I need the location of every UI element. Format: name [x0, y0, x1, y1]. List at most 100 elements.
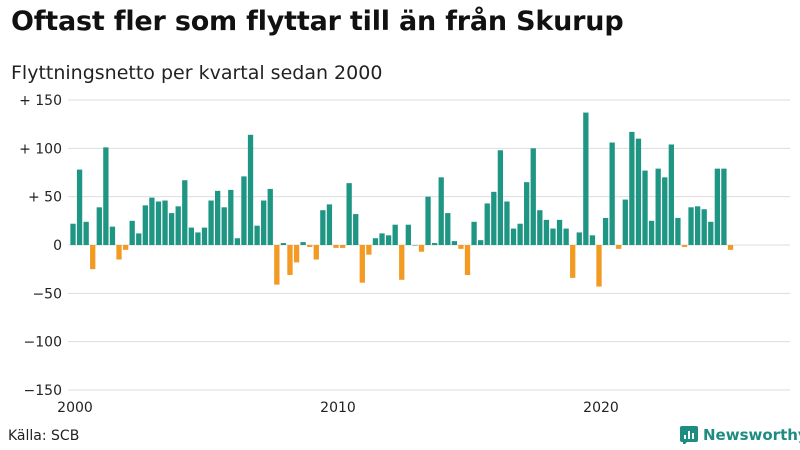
- bar-2005-q4: [221, 207, 227, 245]
- bar-2000-q2: [76, 169, 83, 245]
- bar-2020-q1: [596, 245, 602, 287]
- bar-2020-q4: [616, 245, 622, 249]
- bar-2004-q1: [175, 206, 181, 245]
- x-tick-label: 2010: [320, 400, 356, 416]
- bar-2017-q2: [524, 182, 530, 245]
- y-axis-labels: + 150 + 100 + 50 0 −50 −100 −150: [19, 93, 62, 399]
- bar-2008-q4: [300, 242, 306, 245]
- bar-2021-q2: [629, 131, 635, 245]
- bar-2023-q2: [681, 245, 688, 247]
- bar-2015-q3: [478, 240, 484, 245]
- bar-2018-q1: [543, 219, 550, 245]
- bar-2020-q3: [609, 142, 615, 245]
- bar-2014-q4: [458, 245, 464, 249]
- y-tick-label: + 150: [19, 93, 62, 109]
- bar-2017-q1: [517, 223, 523, 245]
- bar-2024-q2: [708, 221, 714, 245]
- bar-2019-q1: [570, 245, 576, 278]
- bar-2021-q3: [635, 138, 642, 245]
- bar-2005-q2: [208, 200, 214, 245]
- bar-2022-q1: [648, 220, 655, 245]
- bar-2003-q2: [155, 201, 162, 245]
- bar-2023-q3: [688, 207, 694, 245]
- bar-2006-q2: [234, 238, 241, 245]
- bar-chart: + 150 + 100 + 50 0 −50 −100 −150 2000 2010 2020: [19, 93, 790, 416]
- brand-name: Newsworthy: [703, 426, 800, 444]
- bar-2024-q4: [721, 168, 727, 245]
- bar-2013-q3: [425, 196, 431, 245]
- bar-2000-q1: [70, 223, 76, 245]
- chart-subtitle: Flyttningsnetto per kvartal sedan 2000: [11, 62, 383, 84]
- bar-2022-q4: [668, 144, 674, 245]
- bar-2010-q1: [333, 245, 339, 248]
- bar-2012-q4: [405, 224, 411, 245]
- bar-2011-q2: [366, 245, 372, 255]
- bar-2014-q2: [445, 213, 451, 245]
- source-note: Källa: SCB: [8, 428, 80, 444]
- bar-2012-q2: [392, 224, 398, 245]
- newsworthy-icon: [680, 426, 698, 444]
- chart-title: Oftast fler som flyttar till än från Sku…: [11, 6, 624, 37]
- bar-2013-q2: [418, 245, 425, 252]
- bar-2002-q3: [136, 233, 142, 245]
- bar-2015-q1: [464, 245, 471, 275]
- bar-2014-q3: [451, 241, 457, 245]
- bars: [70, 112, 734, 287]
- bar-2023-q4: [694, 206, 701, 245]
- bar-2024-q1: [701, 209, 707, 245]
- bar-2022-q2: [655, 168, 661, 245]
- bar-2019-q4: [589, 235, 596, 245]
- bar-2002-q1: [122, 245, 129, 250]
- bar-2004-q4: [195, 232, 201, 245]
- bar-2022-q3: [662, 177, 668, 245]
- bar-2016-q2: [497, 150, 504, 245]
- x-tick-label: 2000: [57, 400, 93, 416]
- bar-2006-q3: [241, 176, 247, 245]
- bar-2025-q1: [727, 245, 734, 250]
- bar-2006-q4: [247, 134, 254, 245]
- bar-2021-q1: [622, 199, 628, 245]
- bar-2021-q4: [642, 170, 648, 245]
- y-tick-label: −150: [24, 383, 62, 399]
- y-tick-label: 0: [53, 238, 62, 254]
- bar-2011-q3: [372, 238, 379, 245]
- bar-2011-q1: [359, 245, 365, 283]
- bar-2017-q3: [530, 148, 536, 245]
- bar-2018-q2: [550, 228, 556, 245]
- bar-2003-q4: [168, 213, 175, 245]
- bar-2016-q3: [504, 201, 510, 245]
- bar-2002-q2: [129, 220, 135, 245]
- bar-2009-q3: [320, 210, 326, 245]
- bar-2008-q1: [280, 243, 287, 245]
- bar-2003-q1: [149, 197, 155, 245]
- bar-2001-q1: [96, 207, 102, 245]
- bar-2001-q3: [109, 226, 116, 245]
- bar-2004-q2: [182, 180, 188, 245]
- bar-2009-q2: [313, 245, 319, 260]
- bar-2007-q2: [261, 200, 267, 245]
- bar-2004-q3: [188, 227, 194, 245]
- y-tick-label: −50: [32, 286, 62, 302]
- bar-2009-q1: [307, 245, 313, 247]
- bar-2000-q3: [83, 221, 89, 245]
- bar-2017-q4: [537, 210, 543, 245]
- bar-2010-q2: [339, 245, 346, 248]
- bar-2005-q1: [201, 227, 208, 245]
- bar-2016-q4: [510, 228, 517, 245]
- bar-2006-q1: [228, 189, 234, 245]
- bar-2013-q1: [412, 245, 418, 246]
- bar-2018-q4: [563, 228, 569, 245]
- bar-2001-q2: [103, 147, 109, 245]
- bar-2009-q4: [326, 204, 333, 245]
- bar-2002-q4: [142, 205, 148, 245]
- bar-2011-q4: [379, 233, 385, 245]
- bar-2012-q1: [385, 235, 392, 245]
- x-tick-label: 2020: [583, 400, 619, 416]
- bar-2010-q3: [346, 183, 352, 245]
- bar-2003-q3: [162, 200, 168, 245]
- bar-2008-q2: [287, 245, 293, 275]
- bar-2024-q3: [714, 168, 720, 245]
- bar-2007-q1: [254, 225, 260, 245]
- bar-2014-q1: [438, 177, 444, 245]
- y-tick-label: −100: [24, 335, 62, 351]
